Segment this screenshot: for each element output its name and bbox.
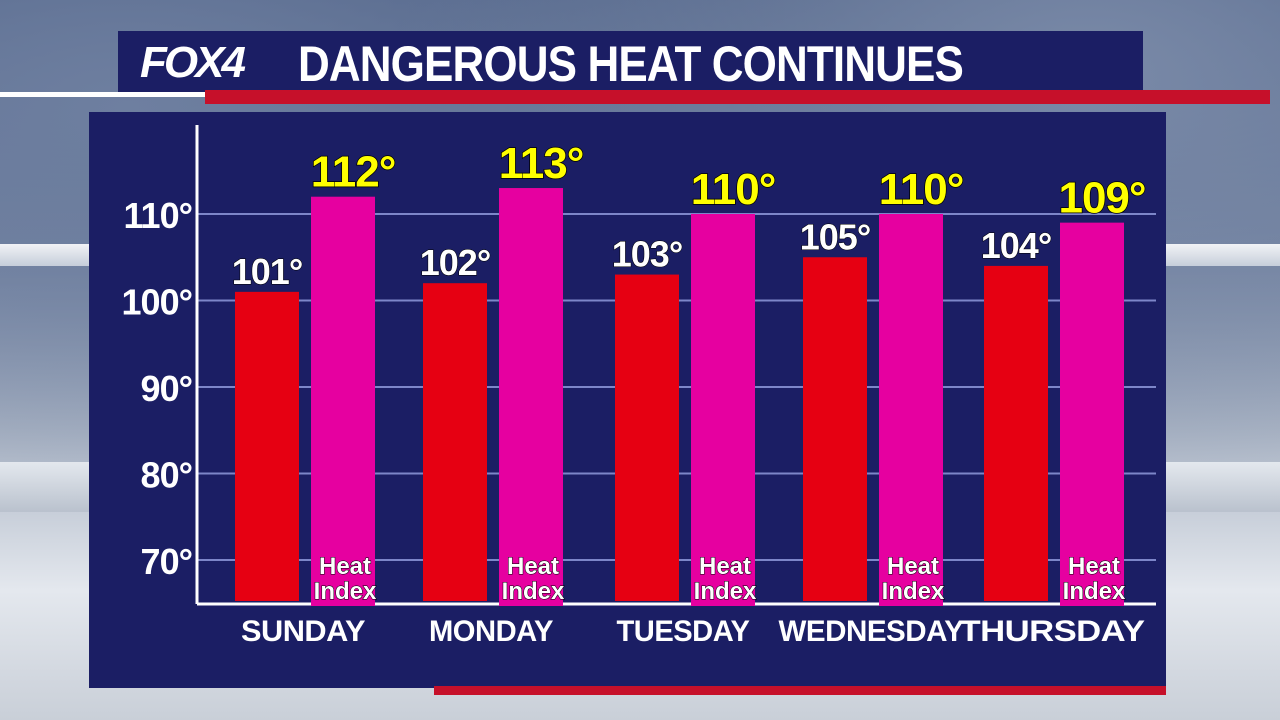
- red-accent-stripe-top: [205, 90, 1270, 104]
- heat-index-bar: [1060, 222, 1124, 606]
- temperature-bar: [615, 274, 679, 601]
- temperature-bar: [803, 257, 867, 601]
- temperature-bar: [235, 291, 299, 601]
- heat-index-series-label-line1: Heat: [887, 553, 939, 580]
- white-accent-line: [0, 92, 205, 97]
- heat-index-value-label: 110°: [691, 165, 776, 214]
- page-title: DANGEROUS HEAT CONTINUES: [298, 36, 964, 92]
- heat-index-series-label-line1: Heat: [319, 553, 371, 580]
- temperature-bar: [984, 265, 1048, 601]
- heat-index-value-label: 109°: [1058, 174, 1145, 223]
- temperature-value-label: 104°: [981, 225, 1051, 266]
- category-label: WEDNESDAY: [779, 615, 964, 648]
- fox4-logo: FOX4: [140, 38, 246, 87]
- category-label: TUESDAY: [617, 615, 750, 648]
- category-label: MONDAY: [429, 615, 553, 648]
- heat-index-bar: [691, 214, 755, 606]
- temperature-value-label: 105°: [800, 216, 870, 257]
- heat-index-series-label-line1: Heat: [507, 553, 559, 580]
- heat-index-series-label-line1: Heat: [699, 553, 751, 580]
- heat-index-series-label-line2: Index: [882, 578, 945, 605]
- heat-index-series-label-line2: Index: [502, 578, 565, 605]
- heat-index-value-label: 113°: [499, 139, 584, 188]
- y-tick-label: 110°: [124, 195, 192, 236]
- temperature-value-label: 101°: [232, 251, 302, 292]
- temperature-bar: [423, 283, 487, 601]
- y-tick-label: 80°: [141, 455, 192, 496]
- temperature-value-label: 102°: [420, 242, 490, 283]
- heat-index-bar: [311, 196, 375, 606]
- category-label: SUNDAY: [241, 615, 365, 648]
- title-bar: [118, 31, 1143, 93]
- y-tick-label: 100°: [122, 282, 192, 323]
- y-tick-label: 70°: [141, 541, 192, 582]
- heat-index-series-label-line2: Index: [314, 578, 377, 605]
- heat-index-value-label: 112°: [311, 148, 396, 197]
- heat-index-bar: [499, 188, 563, 607]
- heat-index-series-label-line2: Index: [694, 578, 757, 605]
- heat-index-value-label: 110°: [879, 165, 964, 214]
- temperature-value-label: 103°: [612, 234, 682, 275]
- heat-index-series-label-line1: Heat: [1068, 553, 1120, 580]
- heat-index-series-label-line2: Index: [1063, 578, 1126, 605]
- red-accent-stripe-bottom: [434, 686, 1166, 695]
- heat-index-bar: [879, 214, 943, 606]
- category-label: THURSDAY: [960, 615, 1146, 648]
- y-tick-label: 90°: [141, 368, 192, 409]
